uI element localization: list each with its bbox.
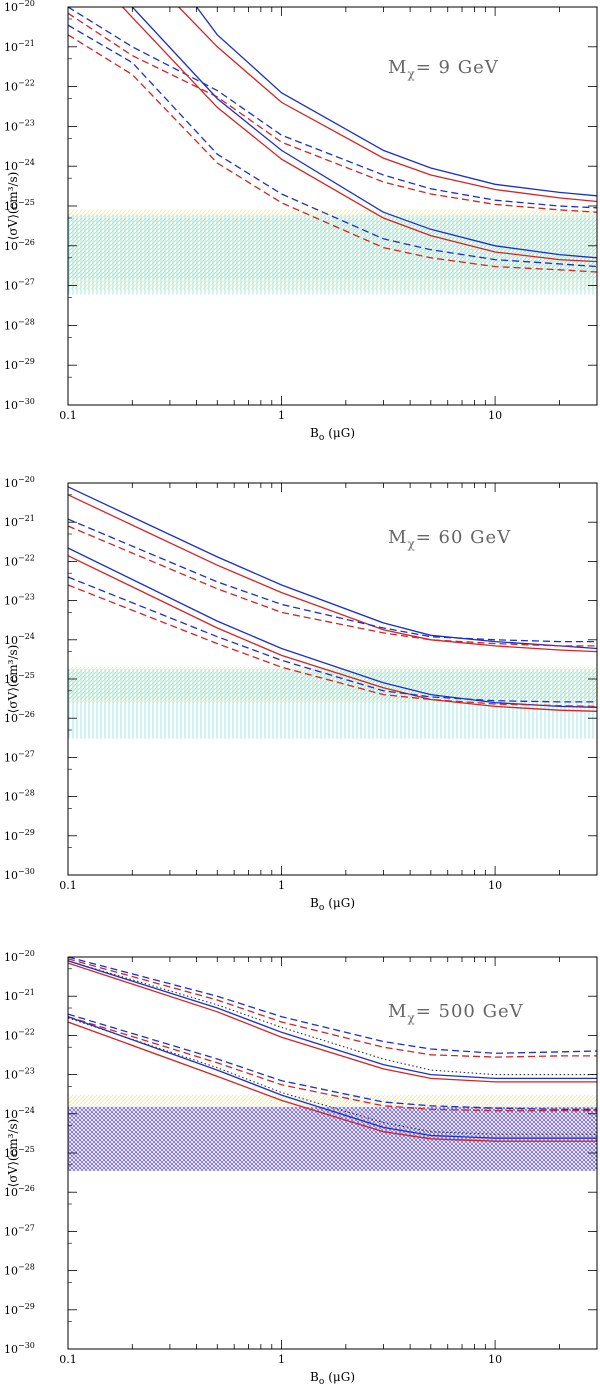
series-red-solid-lower xyxy=(68,1021,597,1142)
series-black-dotted-upper xyxy=(68,960,597,1076)
x-axis-label: Bo (μG) xyxy=(310,896,355,913)
y-tick-label: 10−23 xyxy=(4,118,35,133)
series-blue-solid-upper xyxy=(68,960,597,1080)
y-tick-label: 10−22 xyxy=(4,79,35,94)
x-tick-label: 10 xyxy=(488,1353,502,1366)
x-tick-label: 0.1 xyxy=(59,409,77,422)
y-tick-label: 10−30 xyxy=(4,397,35,412)
y-tick-label: 10−29 xyxy=(4,357,35,372)
chart-panel-2: 0.1 1 10 10−20 10−21 10−22 10−23 10−24 10−25 10−2… xyxy=(4,475,598,913)
y-tick-label: 10−30 xyxy=(4,1341,35,1356)
series-blue-solid-lower xyxy=(131,7,597,259)
y-tick-label: 10−21 xyxy=(4,988,35,1003)
x-tick-label: 10 xyxy=(488,879,502,892)
y-tick-label: 10−20 xyxy=(4,0,35,14)
blue-band xyxy=(68,1106,597,1171)
y-axis-label: ⟨σV⟩(cm³/s) xyxy=(6,172,20,241)
y-tick-label: 10−28 xyxy=(4,1263,35,1278)
y-tick-label: 10−24 xyxy=(4,632,35,647)
y-axis-label: ⟨σV⟩(cm³/s) xyxy=(6,645,20,714)
y-tick-label: 10−30 xyxy=(4,867,35,882)
series-red-solid-upper xyxy=(68,962,597,1083)
y-tick-label: 10−21 xyxy=(4,514,35,529)
series-red-dashed-upper xyxy=(68,525,597,647)
x-tick-label: 0.1 xyxy=(59,1353,77,1366)
y-tick-label: 10−26 xyxy=(4,710,35,725)
series-blue-dashed-upper xyxy=(68,7,597,209)
x-axis-label: Bo (μG) xyxy=(310,1370,355,1387)
x-tick-label: 1 xyxy=(278,879,285,892)
y-tick-label: 10−20 xyxy=(4,949,35,964)
x-tick-label: 1 xyxy=(278,1353,285,1366)
mass-annotation: Mχ= 9 GeV xyxy=(388,57,499,81)
y-tick-label: 10−21 xyxy=(4,39,35,54)
series-blue-solid-upper xyxy=(196,7,597,197)
series-blue-dashed-lower xyxy=(68,576,597,703)
series-red-solid-lower xyxy=(68,555,597,712)
x-tick-label: 1 xyxy=(278,409,285,422)
series-blue-solid-upper xyxy=(68,486,597,650)
y-tick-label: 10−22 xyxy=(4,553,35,568)
y-tick-label: 10−25 xyxy=(4,671,35,686)
y-tick-label: 10−26 xyxy=(4,238,35,253)
y-tick-label: 10−28 xyxy=(4,317,35,332)
y-tick-label: 10−26 xyxy=(4,1184,35,1199)
y-tick-label: 10−24 xyxy=(4,158,35,173)
series-red-dashed-upper xyxy=(68,12,597,213)
series-red-dashed-upper xyxy=(68,958,597,1058)
y-tick-label: 10−25 xyxy=(4,1145,35,1160)
y-tick-label: 10−27 xyxy=(4,749,35,764)
y-tick-label: 10−29 xyxy=(4,828,35,843)
series-red-solid-upper xyxy=(68,494,597,653)
series-blue-dashed-lower xyxy=(68,24,597,268)
series-black-dotted-lower xyxy=(68,1017,597,1135)
y-tick-label: 10−23 xyxy=(4,1067,35,1082)
y-tick-label: 10−23 xyxy=(4,593,35,608)
y-tick-label: 10−20 xyxy=(4,475,35,490)
y-tick-label: 10−27 xyxy=(4,278,35,293)
series-blue-solid-lower xyxy=(68,1016,597,1139)
x-tick-label: 0.1 xyxy=(59,879,77,892)
y-tick-label: 10−27 xyxy=(4,1223,35,1238)
yellow-band xyxy=(68,1095,597,1107)
chart-panel-1: 0.1 1 10 10−20 10−21 10−22 10−23 10−24 10−25 10−2… xyxy=(4,0,598,443)
mass-annotation: Mχ= 500 GeV xyxy=(388,1001,524,1025)
y-axis-label: ⟨σV⟩(cm³/s) xyxy=(6,1119,20,1188)
series-red-dashed-lower xyxy=(68,1016,597,1112)
y-tick-label: 10−22 xyxy=(4,1027,35,1042)
x-tick-label: 10 xyxy=(488,409,502,422)
series-blue-dashed-upper xyxy=(68,957,597,1054)
series-blue-dashed-lower xyxy=(68,1013,597,1110)
series-red-solid-lower xyxy=(122,7,597,263)
cyan-band xyxy=(68,214,597,295)
y-tick-label: 10−25 xyxy=(4,198,35,213)
series-red-solid-upper xyxy=(178,7,597,203)
y-tick-label: 10−24 xyxy=(4,1106,35,1121)
y-tick-label: 10−29 xyxy=(4,1302,35,1317)
mass-annotation: Mχ= 60 GeV xyxy=(388,527,511,551)
x-axis-label: Bo (μG) xyxy=(310,426,355,443)
series-red-dashed-lower xyxy=(68,34,597,273)
y-tick-label: 10−28 xyxy=(4,789,35,804)
chart-panel-3: 0.1 1 10 10−20 10−21 10−22 10−23 10−24 10−25 10−2… xyxy=(4,949,598,1387)
series-red-dashed-lower xyxy=(68,584,597,708)
series-blue-dashed-upper xyxy=(68,518,597,643)
